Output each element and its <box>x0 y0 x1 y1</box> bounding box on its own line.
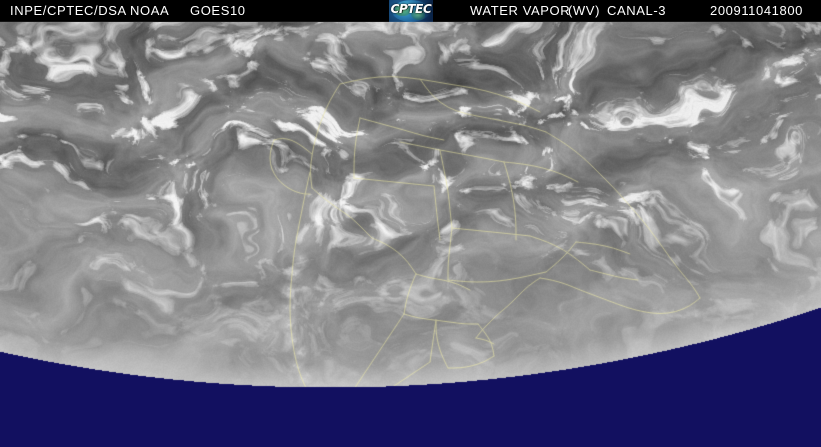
cptec-logo-text: CPTEC <box>390 2 432 16</box>
header-channel-abbreviation-label: (WV) <box>568 3 600 18</box>
header-channel-number-label: CANAL-3 <box>607 3 667 18</box>
header-satellite-label: GOES10 <box>190 3 246 18</box>
image-header-bar: INPE/CPTEC/DSA NOAA GOES10 CPTEC WATER V… <box>0 0 821 22</box>
globe-landmass-secondary-icon <box>411 9 425 20</box>
cptec-logo: CPTEC <box>389 0 433 22</box>
header-agency-label: INPE/CPTEC/DSA <box>10 3 127 18</box>
header-divider <box>0 21 821 22</box>
water-vapor-image <box>0 22 821 447</box>
header-timestamp-label: 200911041800 <box>710 3 803 18</box>
satellite-imagery-panel <box>0 22 821 447</box>
header-channel-name-label: WATER VAPOR <box>470 3 571 18</box>
header-satellite-owner-label: NOAA <box>130 3 170 18</box>
globe-landmass-icon <box>395 4 411 16</box>
